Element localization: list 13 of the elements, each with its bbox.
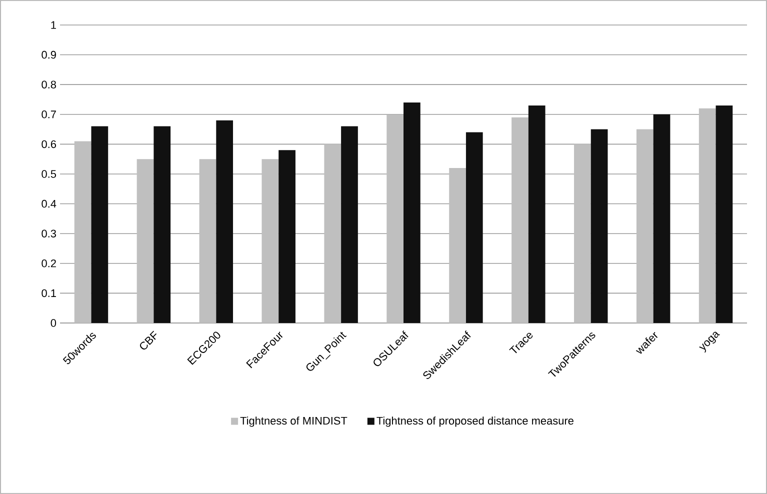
y-tick-label: 0.9 (42, 50, 56, 59)
legend-label: Tightness of MINDIST (240, 416, 348, 427)
y-tick-label: 0.7 (42, 110, 56, 118)
y-tick-label: 0.6 (42, 140, 56, 148)
y-tick-label: 0 (50, 319, 56, 327)
y-tick-label: 0.3 (42, 230, 56, 238)
y-tick-label: 0.1 (42, 289, 56, 298)
y-tick-label: 0.8 (42, 80, 56, 88)
y-tick-label: 0.2 (42, 260, 56, 268)
y-tick-label: 0.4 (42, 200, 56, 208)
legend-label: Tightness of proposed distance measure (376, 416, 574, 427)
y-tick-label: 1 (51, 21, 56, 29)
y-tick-label: 0.5 (42, 170, 56, 178)
